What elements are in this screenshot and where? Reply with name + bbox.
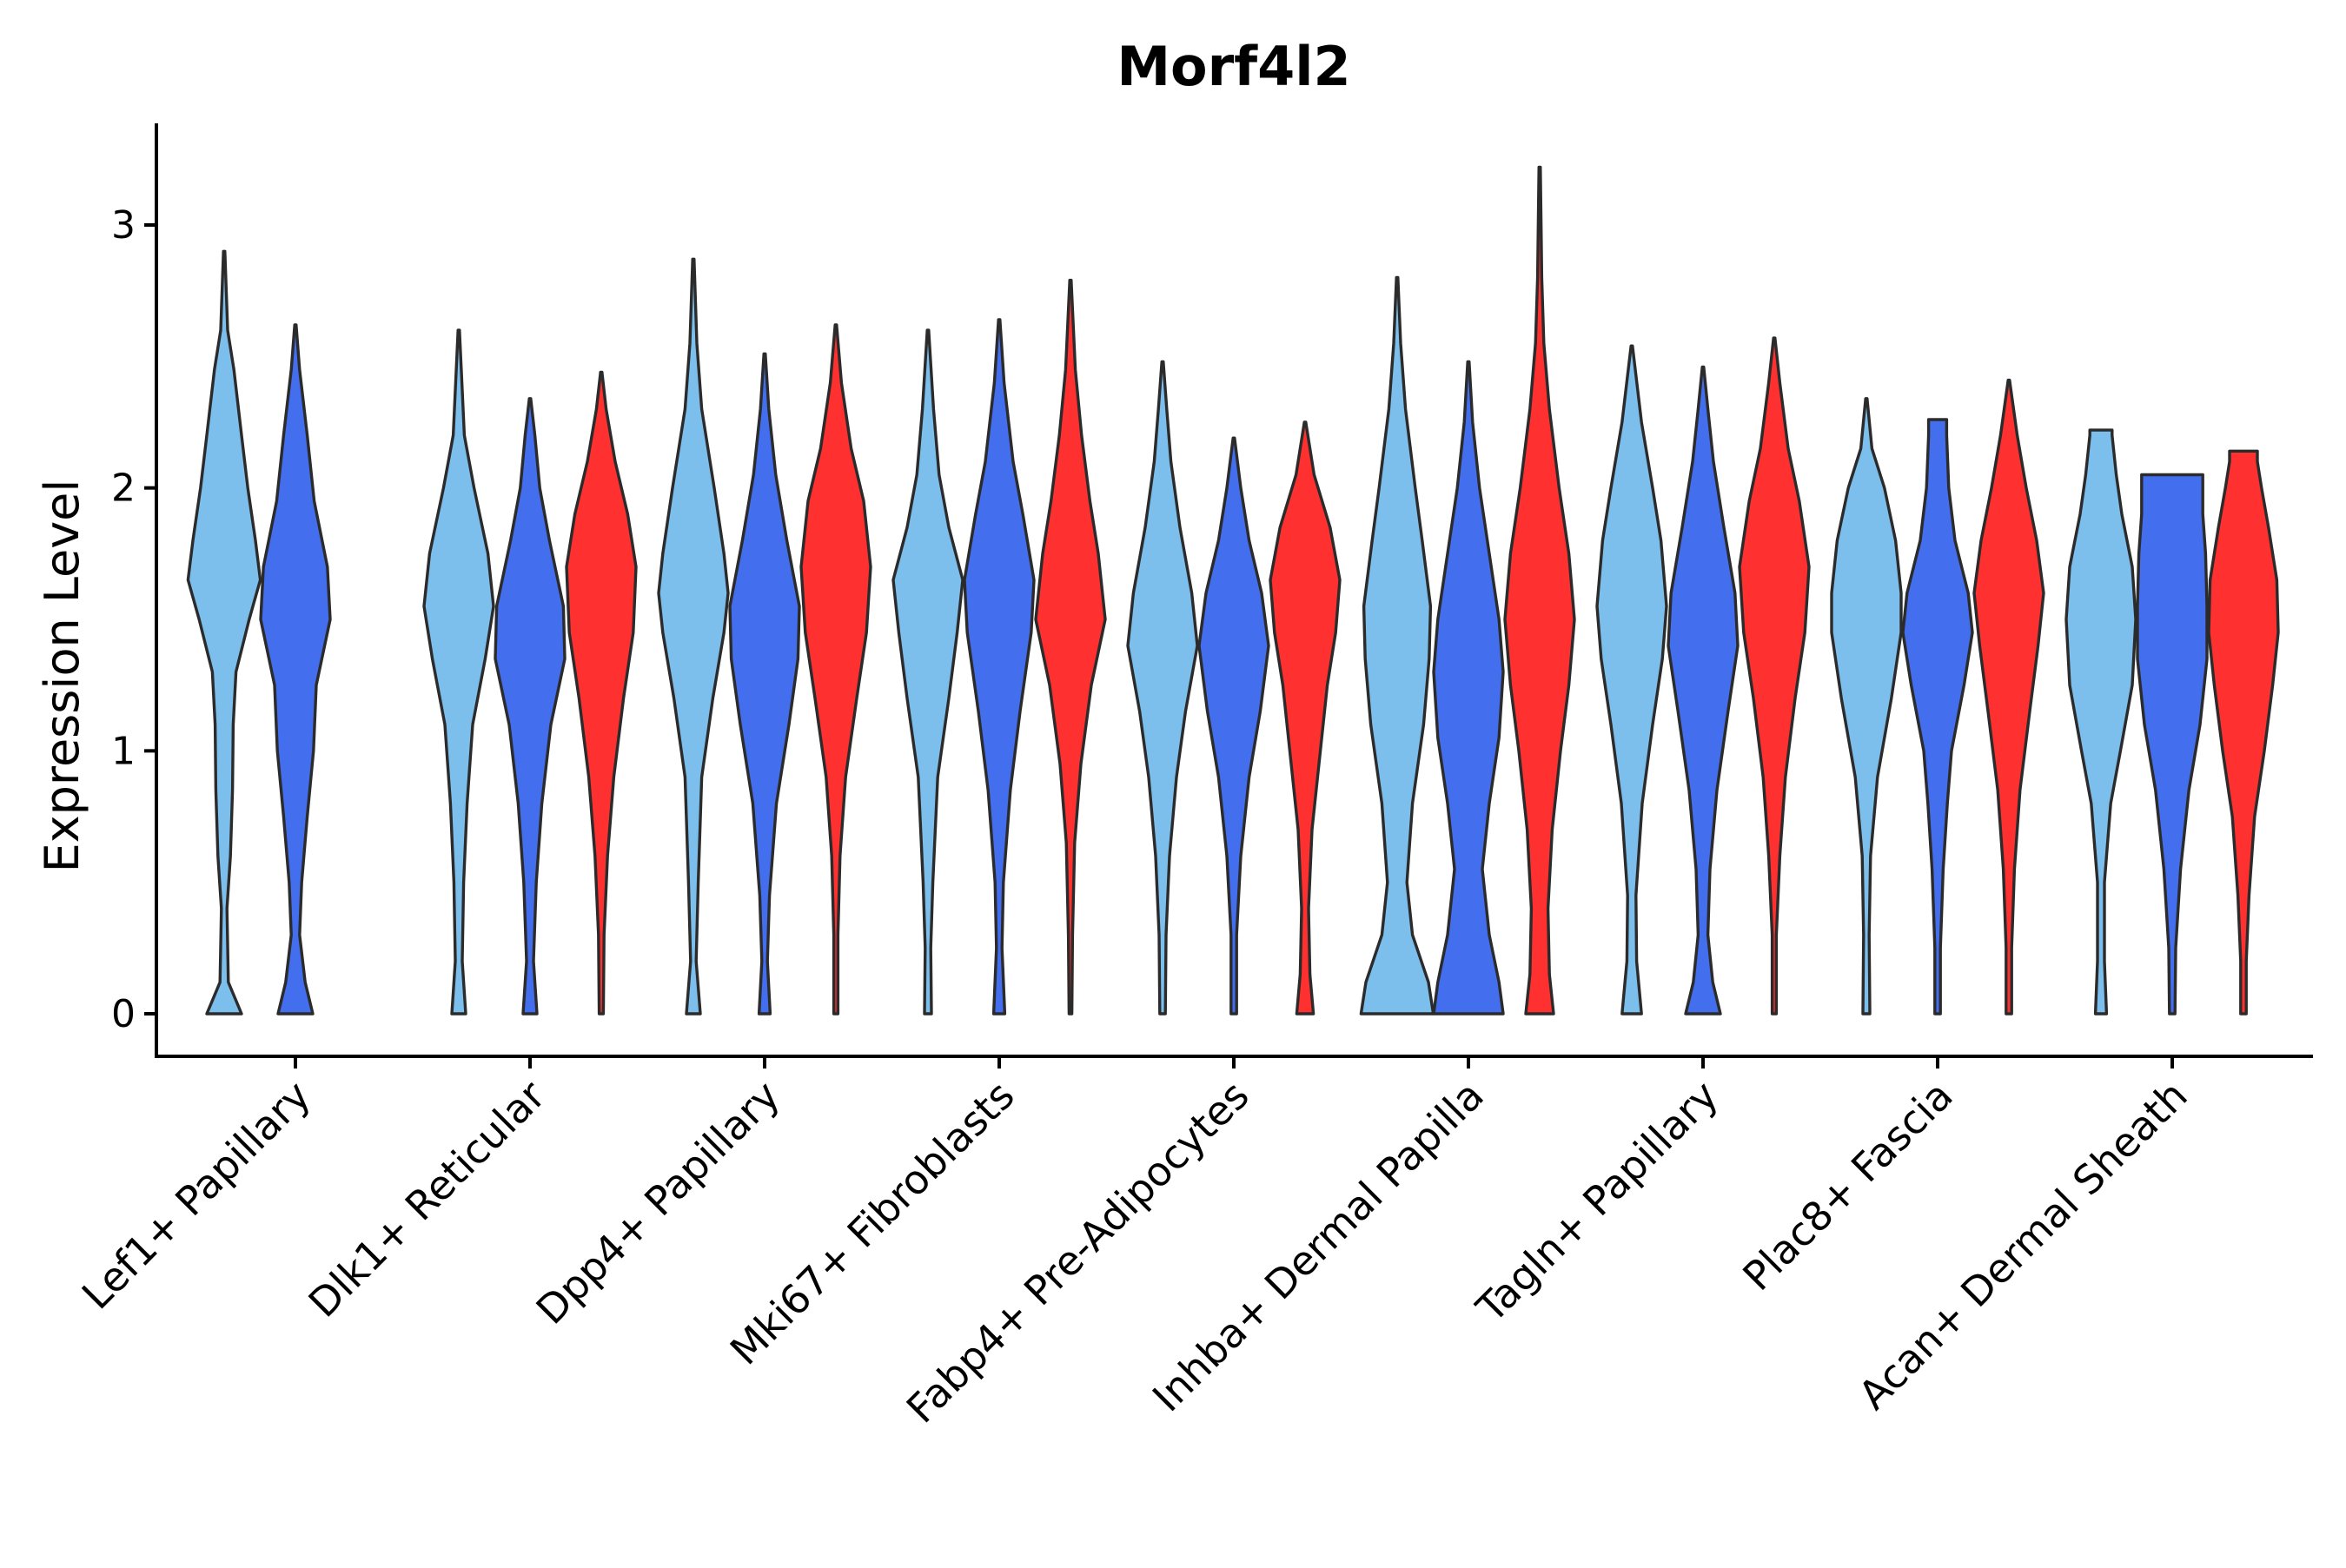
x-tick-label: Dpp4+ Papillary [527, 1072, 789, 1333]
violin-group-2 [1432, 360, 1505, 1016]
violin-group-1 [1595, 344, 1668, 1016]
violin-group-2 [1197, 436, 1270, 1016]
y-axis-label: Expression Level [35, 480, 89, 873]
x-tick-label: Dlk1+ Reticular [300, 1072, 554, 1327]
y-tick-label: 3 [111, 203, 136, 248]
violin-group-3 [2207, 449, 2280, 1016]
violin-group-2 [963, 318, 1036, 1016]
violin-group-2 [1901, 418, 1974, 1016]
violin-group-2 [494, 397, 567, 1016]
violin-group-3 [565, 370, 638, 1016]
violin-group-2 [1667, 365, 1740, 1016]
violin-group-3 [1972, 378, 2045, 1016]
violin-group-1 [1830, 397, 1903, 1016]
violin-group-1 [186, 249, 262, 1016]
x-tick-label: Plac8+ Fascia [1733, 1072, 1961, 1300]
violin-group-3 [1503, 165, 1576, 1016]
y-tick-label: 0 [111, 992, 136, 1036]
violin-group-1 [891, 328, 964, 1016]
violin-group-1 [1126, 360, 1199, 1016]
violin-group-1 [1359, 275, 1435, 1016]
y-tick-label: 2 [111, 466, 136, 511]
violin-group-2 [259, 323, 332, 1016]
y-axis-ticks: 0 1 2 3 [111, 203, 156, 1036]
violin-group-3 [1034, 278, 1107, 1016]
violin-group-1 [422, 328, 495, 1016]
x-tick-label: Tagln+ Papillary [1467, 1072, 1727, 1333]
violin-group-1 [657, 257, 730, 1016]
violin-group-1 [2064, 428, 2137, 1016]
violin-plot-area [186, 165, 2280, 1016]
violin-group-2 [2136, 473, 2209, 1016]
violin-group-3 [1269, 420, 1342, 1016]
violin-group-3 [1738, 336, 1811, 1016]
chart-title: Morf4l2 [1117, 35, 1350, 98]
violin-group-2 [728, 352, 801, 1016]
x-tick-label: Lef1+ Papillary [73, 1072, 320, 1319]
y-tick-label: 1 [111, 729, 136, 773]
violin-group-3 [799, 323, 872, 1016]
